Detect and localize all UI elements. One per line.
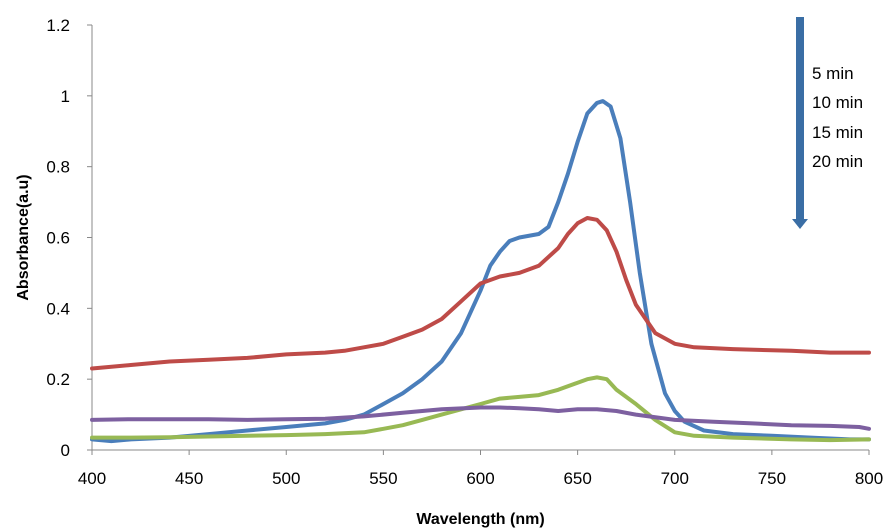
x-tick-label: 600: [466, 469, 494, 488]
annotation-label-5-min: 5 min: [812, 64, 854, 83]
annotation-label-20-min: 20 min: [812, 152, 863, 171]
series-line-2: [90, 216, 871, 371]
y-tick-label: 0.8: [46, 158, 70, 177]
y-tick-label: 0.4: [46, 299, 70, 318]
x-tick-label: 400: [78, 469, 106, 488]
y-ticks: 0 0.2 0.4 0.6 0.8 1 1.2: [46, 16, 92, 460]
annotation-label-15-min: 15 min: [812, 123, 863, 142]
x-tick-label: 550: [369, 469, 397, 488]
x-tick-label: 750: [758, 469, 786, 488]
series-group: [90, 99, 871, 444]
y-tick-label: 0.2: [46, 370, 70, 389]
x-tick-label: 450: [175, 469, 203, 488]
time-arrow-shaft: [796, 17, 804, 221]
series-line-4: [90, 405, 871, 431]
x-tick-label: 700: [661, 469, 689, 488]
y-tick-label: 0.6: [46, 229, 70, 248]
plot-area: 400 450 500 550 600 650 700 750 800 0 0.2 0.4 0.6 0.…: [46, 16, 883, 488]
y-tick-label: 1.2: [46, 16, 70, 35]
annotation-label-10-min: 10 min: [812, 93, 863, 112]
time-arrow-head-icon: [792, 219, 808, 229]
x-tick-label: 800: [855, 469, 883, 488]
x-tick-label: 500: [272, 469, 300, 488]
time-annotation: 5 min 10 min 15 min 20 min: [792, 17, 863, 229]
series-line-1: [90, 99, 871, 444]
x-axis-title: Wavelength (nm): [416, 511, 544, 528]
y-tick-label: 0: [61, 441, 70, 460]
x-ticks: 400 450 500 550 600 650 700 750 800: [78, 450, 883, 488]
series-line-3: [90, 375, 871, 443]
x-tick-label: 650: [563, 469, 591, 488]
y-axis-title: Absorbance(a.u): [15, 174, 32, 300]
y-tick-label: 1: [61, 87, 70, 106]
